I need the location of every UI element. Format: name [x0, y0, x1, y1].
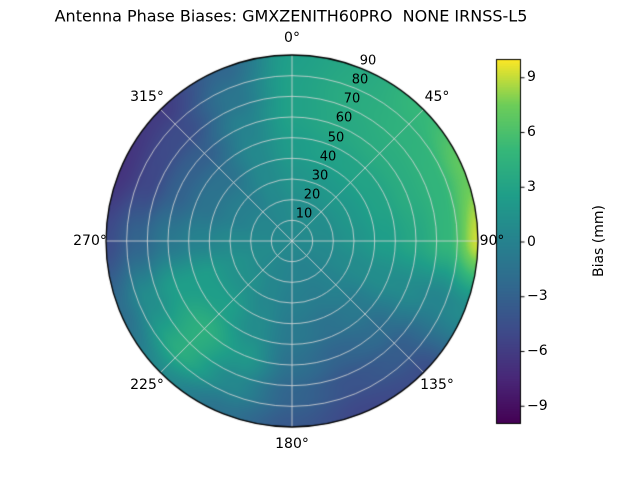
- r-label-70: 70: [343, 91, 361, 107]
- colorbar-tick-0: 0: [527, 234, 536, 250]
- theta-label-180: 180°: [275, 436, 309, 452]
- colorbar-tick-3: 3: [527, 179, 536, 195]
- theta-label-90: 90°: [479, 233, 505, 249]
- colorbar-tick-minus-9: −9: [527, 398, 548, 414]
- theta-label-225: 225°: [130, 377, 164, 393]
- r-label-50: 50: [327, 130, 345, 146]
- theta-label-0: 0°: [284, 30, 300, 46]
- chart-title: Antenna Phase Biases: GMXZENITH60PRO NON…: [54, 6, 528, 26]
- colorbar-tick-6: 6: [527, 124, 536, 140]
- theta-label-270: 270°: [73, 233, 107, 249]
- r-label-90: 90: [359, 53, 377, 69]
- colorbar-tick-minus-3: −3: [527, 288, 548, 304]
- colorbar-axis-label: Bias (mm): [591, 204, 607, 278]
- r-label-10: 10: [295, 206, 313, 222]
- theta-label-135: 135°: [420, 377, 454, 393]
- colorbar-tick-minus-6: −6: [527, 343, 548, 359]
- theta-label-315: 315°: [130, 89, 164, 105]
- theta-label-45: 45°: [424, 89, 450, 105]
- r-label-60: 60: [335, 110, 353, 126]
- r-label-30: 30: [311, 168, 329, 184]
- r-label-40: 40: [319, 149, 337, 165]
- r-label-80: 80: [351, 72, 369, 88]
- r-label-20: 20: [303, 187, 321, 203]
- colorbar-tick-9: 9: [527, 69, 536, 85]
